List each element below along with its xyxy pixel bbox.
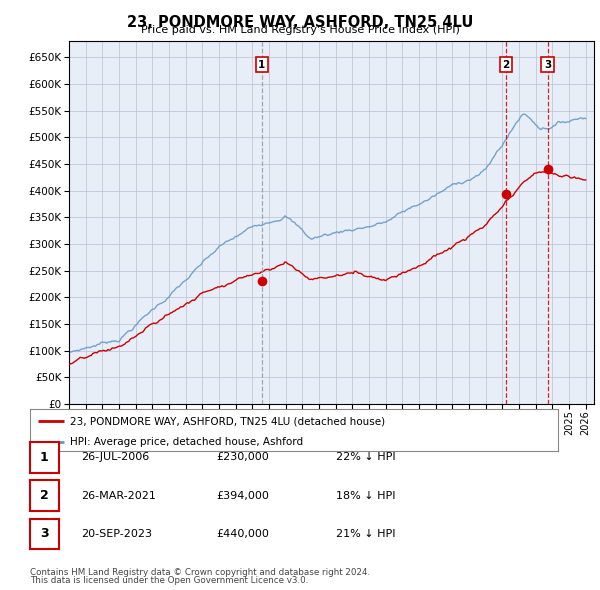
Text: 22% ↓ HPI: 22% ↓ HPI [336, 453, 395, 462]
Text: Contains HM Land Registry data © Crown copyright and database right 2024.: Contains HM Land Registry data © Crown c… [30, 568, 370, 577]
Text: 2: 2 [503, 60, 510, 70]
Text: £440,000: £440,000 [216, 529, 269, 539]
Text: 20-SEP-2023: 20-SEP-2023 [81, 529, 152, 539]
Text: 3: 3 [40, 527, 49, 540]
Text: £394,000: £394,000 [216, 491, 269, 500]
Text: 1: 1 [40, 451, 49, 464]
Text: 1: 1 [258, 60, 265, 70]
Text: 2: 2 [40, 489, 49, 502]
Text: 18% ↓ HPI: 18% ↓ HPI [336, 491, 395, 500]
Text: 26-MAR-2021: 26-MAR-2021 [81, 491, 156, 500]
Text: 23, PONDMORE WAY, ASHFORD, TN25 4LU (detached house): 23, PONDMORE WAY, ASHFORD, TN25 4LU (det… [70, 416, 385, 426]
Text: HPI: Average price, detached house, Ashford: HPI: Average price, detached house, Ashf… [70, 437, 303, 447]
Text: Price paid vs. HM Land Registry's House Price Index (HPI): Price paid vs. HM Land Registry's House … [140, 25, 460, 35]
Text: 26-JUL-2006: 26-JUL-2006 [81, 453, 149, 462]
Text: 23, PONDMORE WAY, ASHFORD, TN25 4LU: 23, PONDMORE WAY, ASHFORD, TN25 4LU [127, 15, 473, 30]
Text: 21% ↓ HPI: 21% ↓ HPI [336, 529, 395, 539]
Text: This data is licensed under the Open Government Licence v3.0.: This data is licensed under the Open Gov… [30, 576, 308, 585]
Text: 3: 3 [544, 60, 551, 70]
Text: £230,000: £230,000 [216, 453, 269, 462]
